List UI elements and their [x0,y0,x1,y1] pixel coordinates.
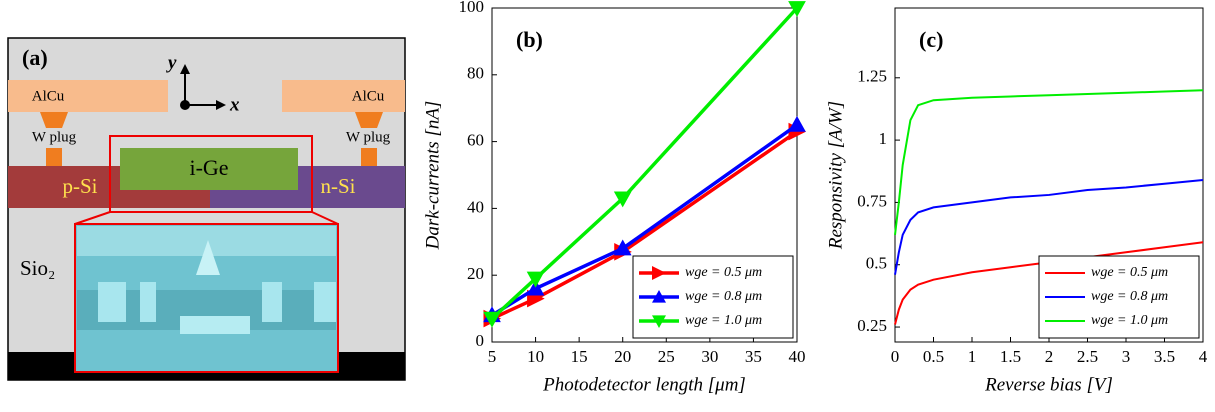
axis-name: y [166,52,177,73]
metal-label: AlCu [352,88,385,104]
series-line [894,241,1204,325]
y-tick-label: 20 [467,264,484,283]
y-axis-label: Dark-currents [nA] [422,101,443,251]
y-tick-label: 1 [879,129,888,148]
legend-label: wge = 0.5 μm [685,265,762,280]
n-label: n-Si [320,174,355,198]
legend-label: wge = 0.5 μm [1091,265,1168,280]
x-tick-label: 25 [658,347,675,366]
legend-marker [652,290,666,303]
x-tick-label: 1 [968,347,977,366]
sem-plug [98,282,126,322]
x-tick-label: 0 [891,347,900,366]
y-tick-label: 60 [467,131,484,150]
axis-name: x [229,94,240,115]
x-tick-label: 5 [488,347,497,366]
x-tick-label: 4 [1199,347,1208,366]
germanium-block [120,148,298,190]
y-tick-label: 40 [467,197,484,216]
point-marker [483,311,501,328]
sem-void [196,240,220,275]
plug-label: W plug [346,129,391,145]
y-tick-label: 1.25 [857,67,887,86]
y-tick-label: 0.75 [857,191,887,210]
x-tick-label: 0.5 [923,347,944,366]
x-tick-label: 10 [527,347,544,366]
point-marker [613,191,632,208]
y-tick-label: 0 [476,331,485,350]
legend-marker [652,266,666,280]
sem-plug [314,282,336,322]
x-tick-label: 1.5 [1000,347,1021,366]
point-marker [526,271,545,288]
x-tick-label: 3 [1122,347,1131,366]
x-tick-label: 30 [701,347,718,366]
legend-label: wge = 0.8 μm [1091,289,1168,304]
metal-pad [8,80,168,112]
sem-plug [262,282,282,322]
plug [40,112,68,128]
arrow-head [180,64,190,74]
x-tick-label: 3.5 [1154,347,1175,366]
plug [355,112,383,128]
metal-label: AlCu [32,88,65,104]
arrow-head [216,100,226,110]
point-marker [788,1,806,18]
panel-label: (a) [22,45,48,70]
plug-label: W plug [32,129,77,145]
x-tick-label: 40 [789,347,806,366]
x-tick-label: 15 [571,347,588,366]
series-line [894,89,1204,235]
plug [46,148,62,166]
x-axis-label: Photodetector length [μm] [542,374,746,395]
point-marker [526,279,545,296]
y-tick-label: 0.25 [857,316,887,335]
y-tick-label: 100 [459,0,485,16]
series-line [490,6,799,320]
y-tick-label: 0.5 [866,254,887,273]
p-label: p-Si [62,174,97,198]
x-tick-label: 2 [1045,347,1054,366]
point-marker [613,239,632,256]
x-axis-label: Reverse bias [V] [984,374,1113,395]
charts: 5 10 15 20 25 30 35 40020406080100Photodetector… [422,0,1207,395]
plot-frame [491,7,798,343]
legend-marker [652,315,666,328]
point-marker [788,115,806,132]
series-line [491,130,798,321]
panel-a: (a) y x AlCu AlCu W plug W plug i-Ge p-S… [7,37,406,381]
sem-ge [180,316,250,334]
legend-label: wge = 1.0 μm [685,313,762,328]
plug [361,148,377,166]
ge-label: i-Ge [189,155,228,180]
panel-label: (c) [919,27,943,52]
zoom-box [109,135,313,213]
series-line [491,123,799,317]
legend-label: wge = 1.0 μm [1091,313,1168,328]
series-line [894,178,1204,275]
x-tick-label: 35 [745,347,762,366]
y-axis-label: Responsivity [A/W] [825,101,846,250]
zoom-line [74,211,111,225]
legend-label: wge = 0.8 μm [685,289,762,304]
x-tick-label: 20 [614,347,631,366]
sem-plug [140,282,156,322]
panel-label: (b) [516,27,543,52]
metal-pad [282,80,405,112]
y-tick-label: 80 [467,64,484,83]
zoom-line [311,211,339,225]
oxide-label: Sio₂ [20,256,55,280]
x-tick-label: 2.5 [1077,347,1098,366]
